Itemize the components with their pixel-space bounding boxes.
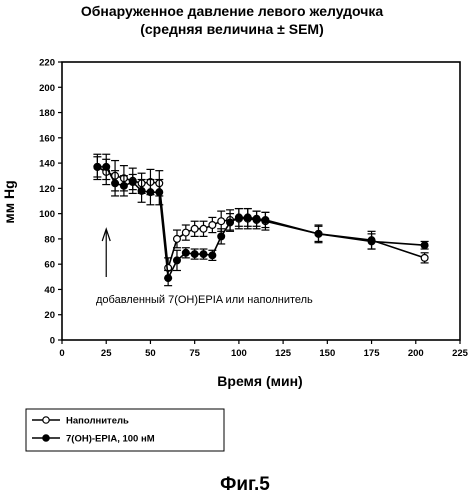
x-tick-label: 125 <box>275 348 292 359</box>
plot-frame <box>61 61 461 341</box>
series-1 <box>93 153 429 279</box>
data-point <box>226 218 235 227</box>
series-line <box>97 166 425 281</box>
data-point <box>190 224 199 233</box>
x-tick-label: 25 <box>101 348 112 359</box>
data-point <box>155 188 164 197</box>
annotation-text: добавленный 7(ОН)ЕPIA или наполнитель <box>96 294 313 306</box>
data-point <box>261 215 270 224</box>
data-point <box>93 162 102 171</box>
legend: Наполнитель 7(OH)-EPIA, 100 нМ <box>32 416 155 445</box>
annotation-arrow-head <box>101 227 111 242</box>
legend-marker <box>42 416 50 424</box>
y-axis-ticks: 0 20 40 60 80 100 120 140 160 180 200 220 <box>39 58 62 347</box>
data-point <box>181 248 190 257</box>
data-point <box>314 229 323 238</box>
y-tick-label: 60 <box>44 260 55 271</box>
data-point <box>420 253 429 262</box>
y-tick-label: 100 <box>39 209 55 220</box>
data-point <box>252 214 261 223</box>
y-tick-label: 80 <box>44 234 55 245</box>
data-point <box>128 178 137 187</box>
y-tick-label: 140 <box>39 159 55 170</box>
data-point <box>217 217 226 226</box>
data-point <box>217 232 226 241</box>
data-point <box>199 250 208 259</box>
figure-caption: Фиг.5 <box>220 474 270 495</box>
data-point <box>190 250 199 259</box>
y-tick-label: 160 <box>39 133 55 144</box>
data-point <box>420 241 429 250</box>
y-axis-label: мм Hg <box>1 180 17 223</box>
x-tick-label: 175 <box>364 348 381 359</box>
x-tick-label: 225 <box>452 348 469 359</box>
data-point <box>164 274 173 283</box>
data-point <box>208 251 217 260</box>
data-point <box>111 179 120 188</box>
data-point <box>208 221 217 230</box>
x-tick-label: 0 <box>59 348 64 359</box>
x-tick-label: 100 <box>231 348 247 359</box>
y-tick-label: 180 <box>39 108 55 119</box>
y-tick-label: 20 <box>44 310 55 321</box>
x-tick-label: 150 <box>319 348 335 359</box>
y-tick-label: 220 <box>39 58 55 69</box>
y-tick-label: 0 <box>50 336 55 347</box>
x-tick-label: 50 <box>145 348 156 359</box>
annotation-layer <box>101 227 111 277</box>
chart-subtitle: (средняя величина ± SEM) <box>140 21 324 37</box>
chart-title: Обнаруженное давление левого желудочка <box>81 3 384 19</box>
legend-marker <box>42 434 50 442</box>
data-point <box>137 186 146 195</box>
y-tick-label: 200 <box>39 83 55 94</box>
data-point <box>181 228 190 237</box>
legend-label: Наполнитель <box>66 416 129 427</box>
x-tick-label: 75 <box>189 348 200 359</box>
legend-box <box>25 408 225 452</box>
data-point <box>199 224 208 233</box>
x-tick-label: 200 <box>408 348 424 359</box>
data-point <box>243 213 252 222</box>
data-point <box>172 234 181 243</box>
x-axis-label: Время (мин) <box>217 373 302 389</box>
series-layer <box>93 153 429 287</box>
data-point <box>234 213 243 222</box>
data-point <box>367 237 376 246</box>
data-point <box>119 181 128 190</box>
y-tick-label: 120 <box>39 184 55 195</box>
data-point <box>172 256 181 265</box>
data-point <box>102 162 111 171</box>
y-tick-label: 40 <box>44 285 55 296</box>
data-point <box>146 188 155 197</box>
series-2 <box>93 153 429 287</box>
x-axis-ticks: 0 25 50 75 100 125 150 175 200 225 <box>59 340 469 359</box>
plot-area-border <box>61 61 461 341</box>
legend-label: 7(OH)-EPIA, 100 нМ <box>66 434 155 445</box>
